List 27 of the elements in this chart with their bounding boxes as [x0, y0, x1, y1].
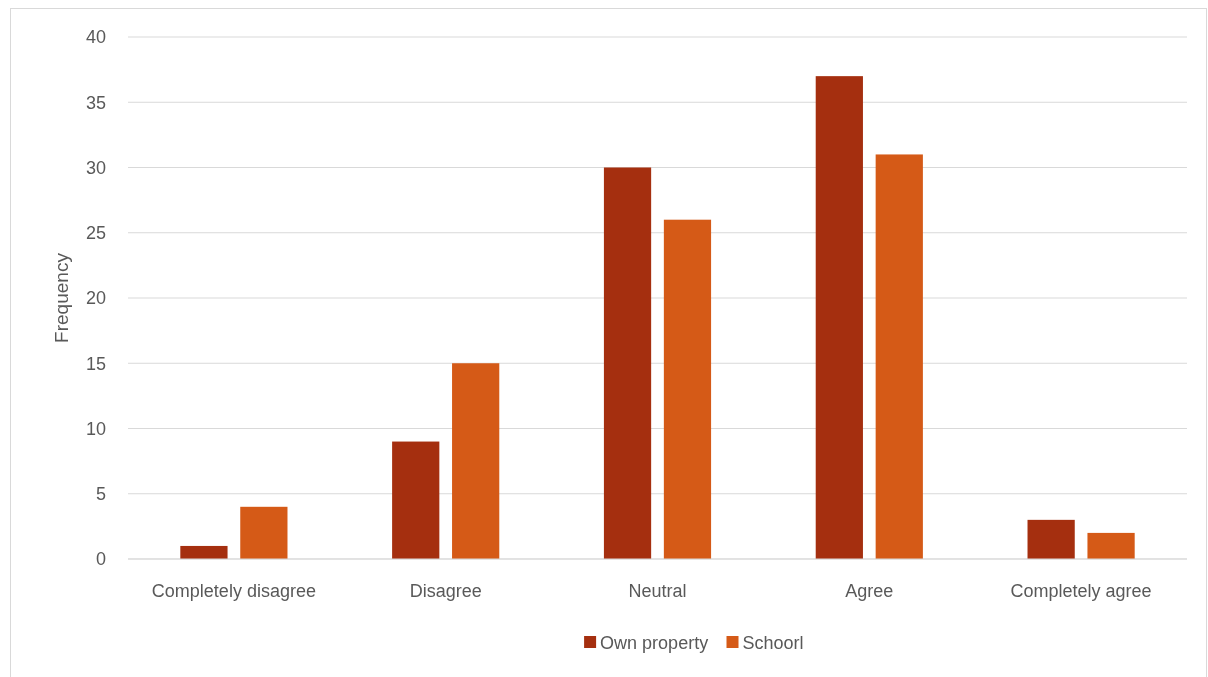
bar [663, 219, 712, 559]
bar [875, 154, 923, 559]
bar [452, 363, 500, 559]
x-tick-label: Neutral [628, 581, 687, 601]
bar [1087, 532, 1135, 559]
y-tick-label: 15 [85, 353, 106, 374]
y-tick-label: 20 [85, 288, 106, 309]
legend-label: Schoorl [742, 633, 804, 654]
y-tick-label: 0 [95, 549, 106, 570]
y-tick-label: 10 [85, 418, 106, 439]
legend-label: Own property [600, 633, 709, 654]
x-tick-label: Agree [845, 581, 894, 601]
y-tick-label: 5 [95, 484, 106, 505]
y-tick-label: 35 [85, 92, 106, 113]
bar [392, 441, 440, 559]
y-tick-label: 40 [85, 27, 106, 48]
bar [180, 545, 228, 559]
bar [815, 76, 863, 559]
bar [240, 506, 288, 559]
x-tick-label: Completely agree [1010, 581, 1152, 601]
y-tick-label: 30 [85, 157, 106, 178]
x-tick-label: Disagree [409, 581, 482, 601]
x-tick-label: Completely disagree [151, 581, 316, 601]
bar [1027, 519, 1075, 559]
y-axis-title: Frequency [51, 252, 72, 343]
bar [603, 167, 652, 559]
y-tick-label: 25 [85, 223, 106, 244]
